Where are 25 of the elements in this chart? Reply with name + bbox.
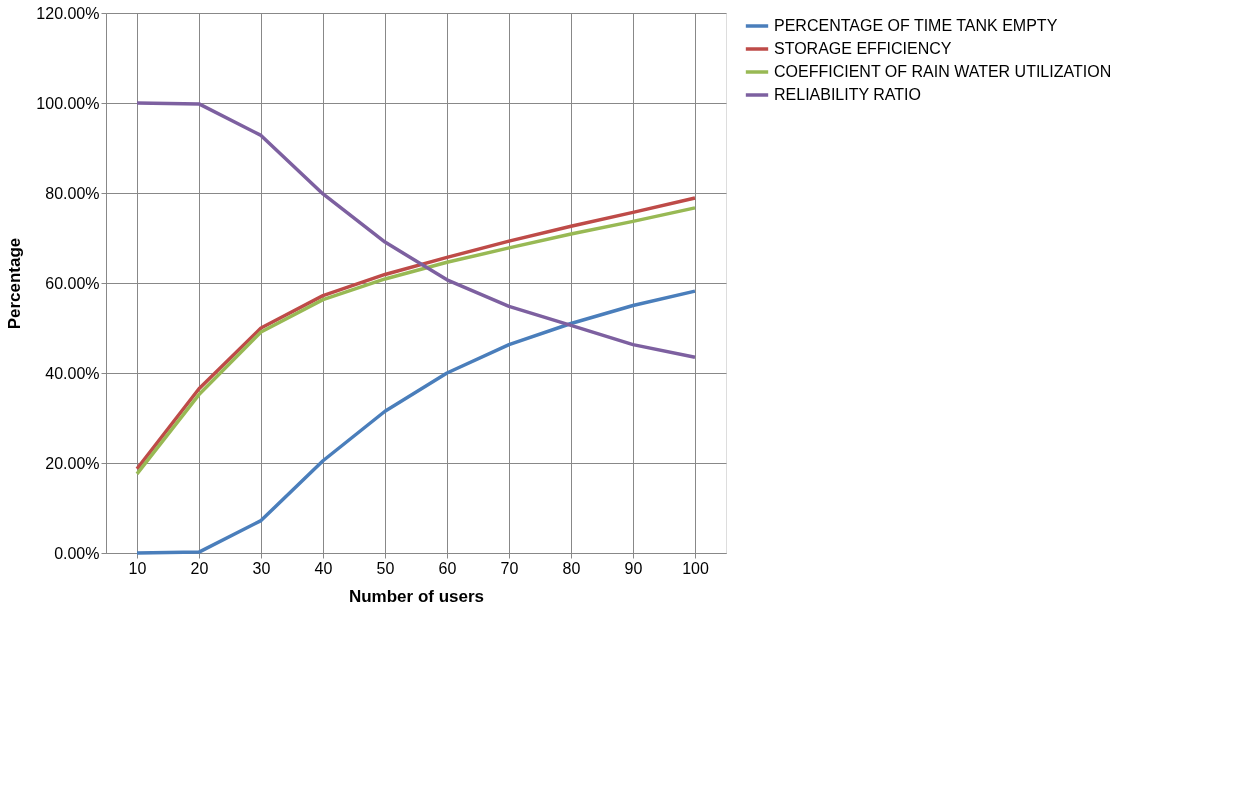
y-tick-label: 60.00% xyxy=(45,274,100,292)
x-axis-title: Number of users xyxy=(348,586,485,606)
line-series xyxy=(135,289,697,555)
x-tick-label: 10 xyxy=(128,559,147,577)
legend-label: RELIABILITY RATIO xyxy=(774,86,922,103)
x-tick-label: 20 xyxy=(190,559,209,577)
y-tick-label: 100.00% xyxy=(36,94,100,112)
x-tick-label: 30 xyxy=(252,559,271,577)
x-tick-label: 100 xyxy=(682,559,709,577)
y-tick-label: 0.00% xyxy=(54,544,100,562)
y-axis-title: Percentage xyxy=(5,237,25,330)
x-tick-label: 50 xyxy=(376,559,395,577)
x-tick-label: 90 xyxy=(624,559,643,577)
y-tick-label: 20.00% xyxy=(45,454,100,472)
y-tick-label: 40.00% xyxy=(45,364,100,382)
x-tick-label: 40 xyxy=(314,559,333,577)
y-tick-label: 80.00% xyxy=(45,184,100,202)
legend-label: STORAGE EFFICIENCY xyxy=(774,40,952,57)
legend-label: COEFFICIENT OF RAIN WATER UTILIZATION xyxy=(774,63,1112,80)
line-series xyxy=(135,101,697,359)
y-tick-label: 120.00% xyxy=(36,4,100,22)
x-tick-label: 70 xyxy=(500,559,519,577)
x-tick-label: 60 xyxy=(438,559,457,577)
x-tick-label: 80 xyxy=(562,559,581,577)
legend-label: PERCENTAGE OF TIME TANK EMPTY xyxy=(774,17,1058,34)
